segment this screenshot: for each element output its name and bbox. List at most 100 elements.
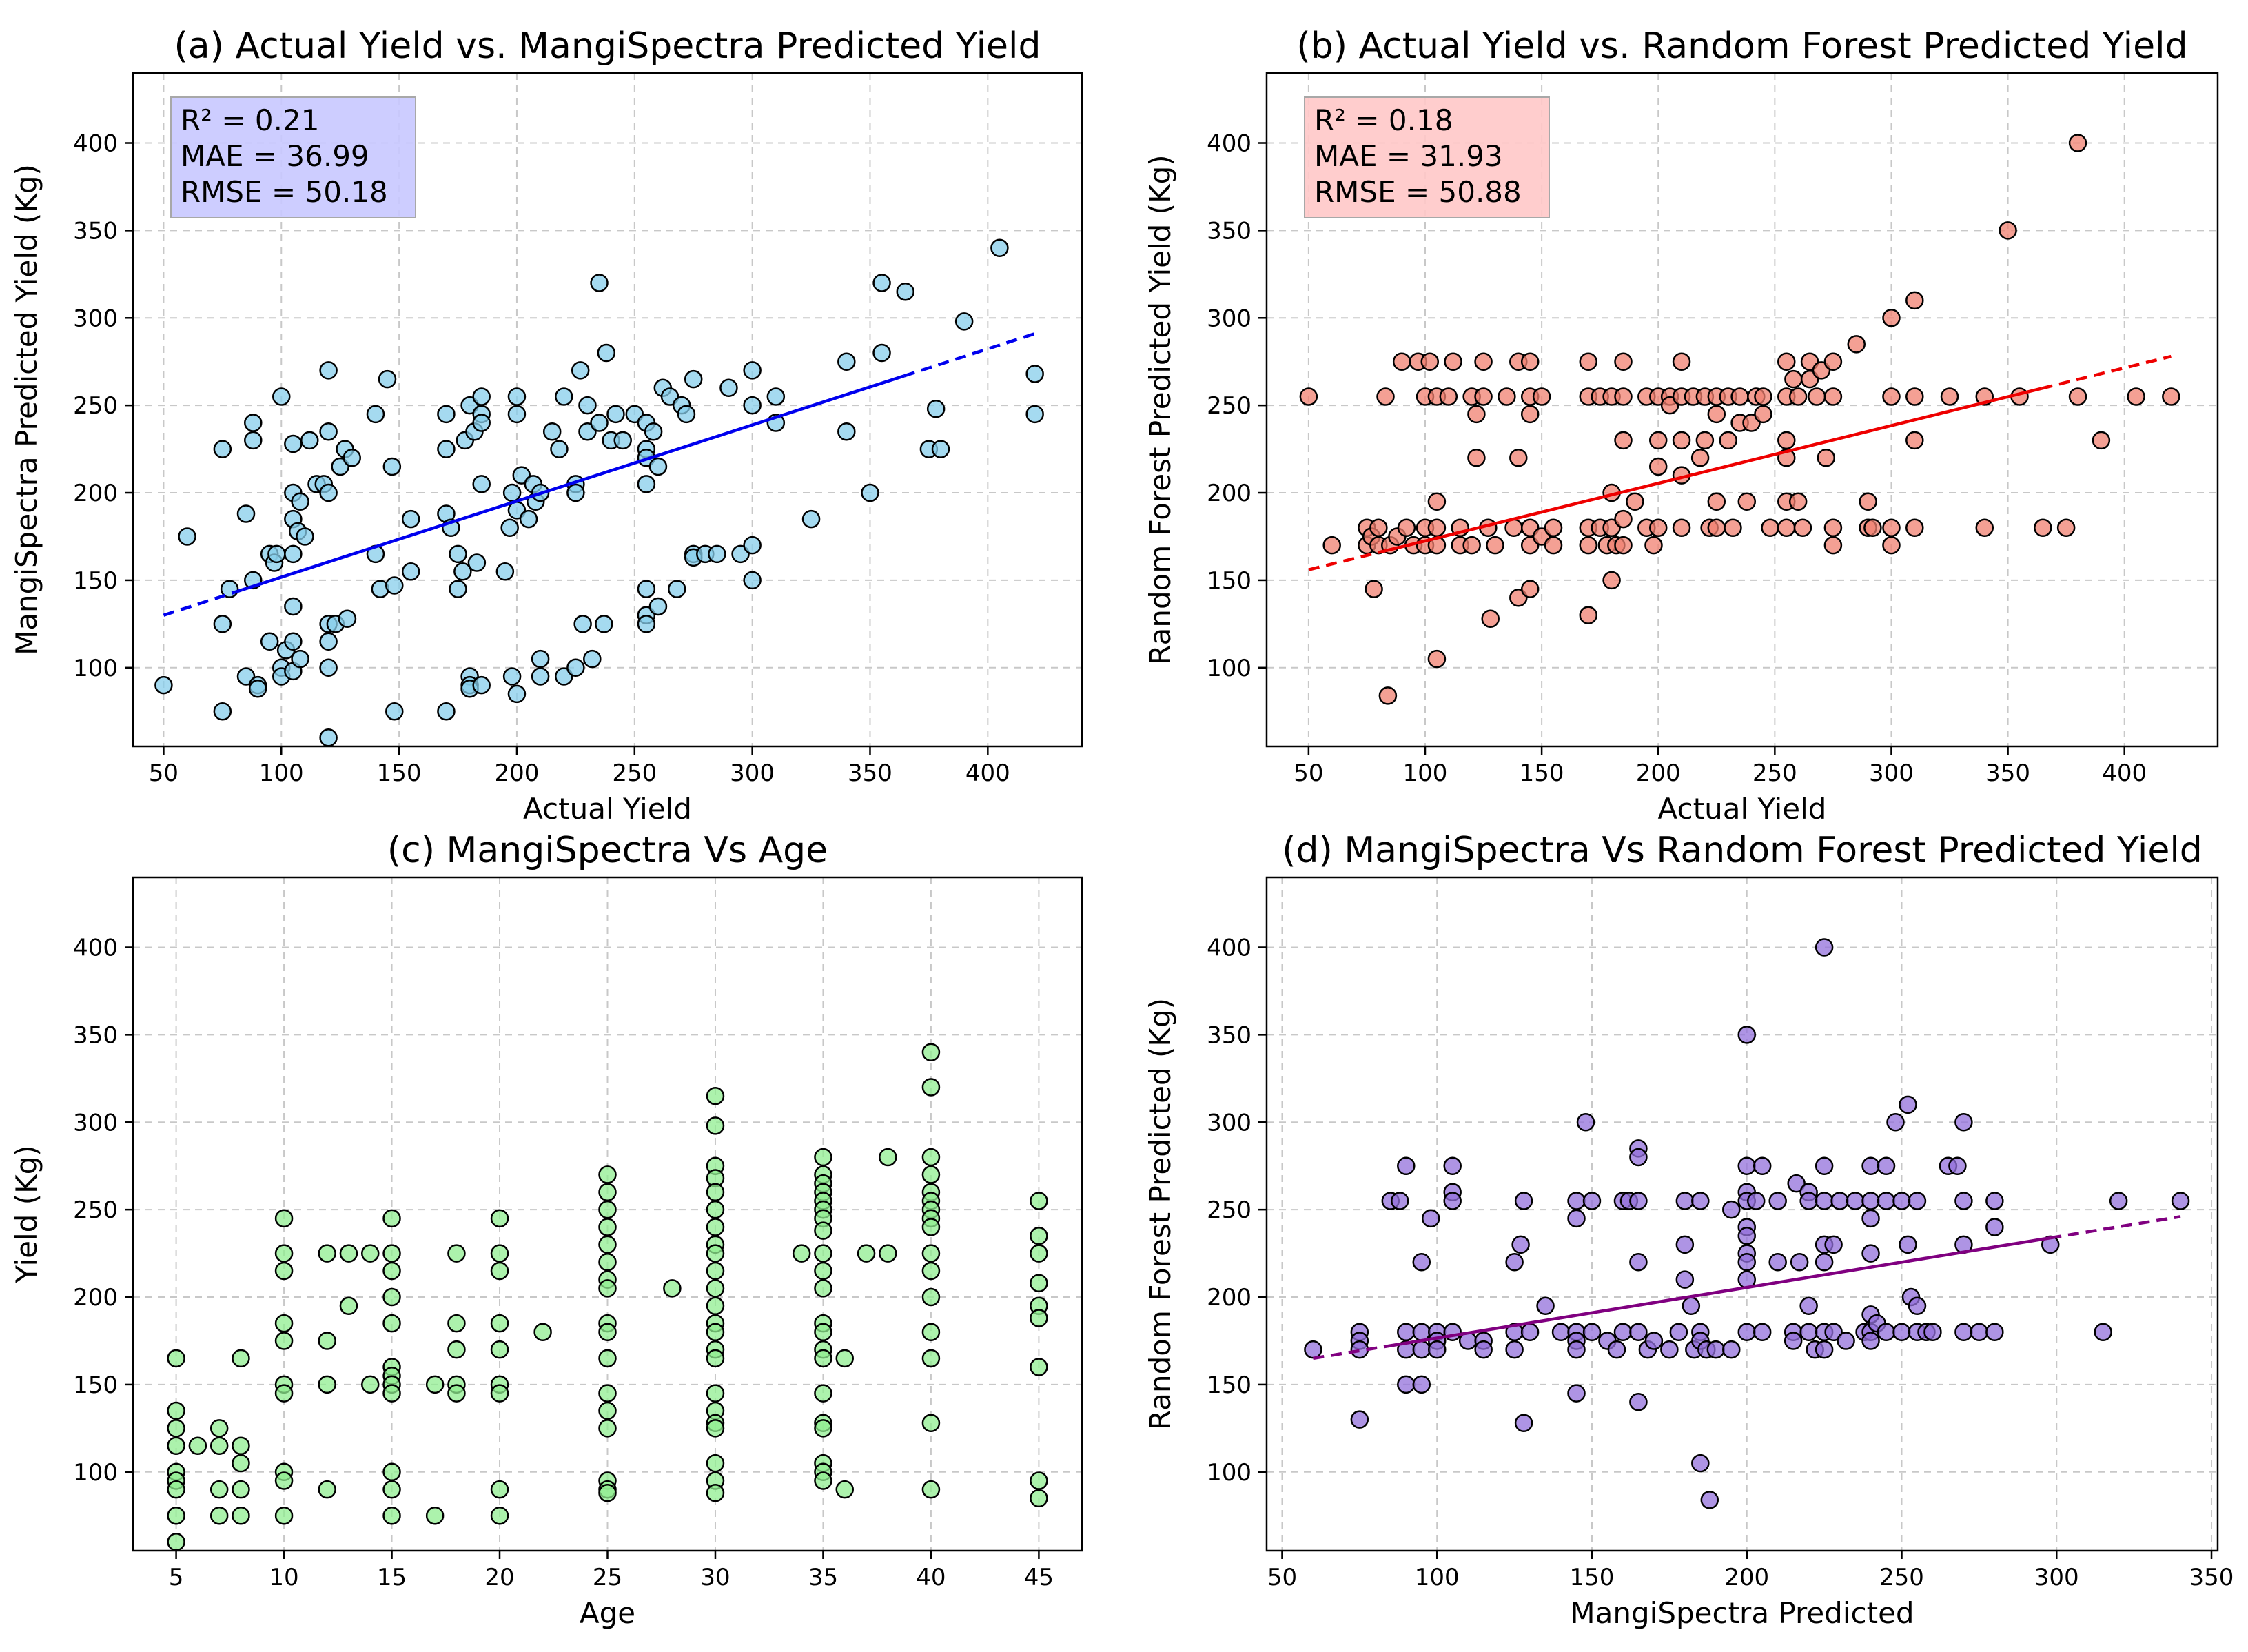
panel-b-point: [1975, 518, 1994, 538]
panel-d-xtick-label: 50: [1267, 1564, 1297, 1591]
panel-c-point: [490, 1340, 509, 1359]
panel-d: 50 100 150 200 250 300 350 100 150 200 250 300 350 40…: [1143, 830, 2234, 1630]
panel-a-ytick-label: 250: [73, 392, 118, 420]
panel-d-point: [1582, 1192, 1602, 1210]
panel-d-axes-frame: [1265, 876, 2219, 1552]
panel-c-point: [318, 1332, 336, 1350]
panel-c-point: [879, 1148, 897, 1167]
panel-d-point: [1567, 1384, 1586, 1403]
panel-a-point: [668, 580, 686, 598]
panel-c-xtick-label: 20: [484, 1564, 514, 1591]
panel-c-point: [814, 1349, 832, 1368]
panel-d-point: [1815, 1253, 1834, 1272]
panel-a-point: [743, 571, 762, 590]
panel-d-xtick-label: 350: [2189, 1564, 2234, 1591]
panel-d-point: [1629, 1323, 1648, 1342]
panel-d-point: [1511, 1235, 1530, 1254]
panel-a-xtick-label: 300: [730, 759, 775, 787]
panel-a-point: [990, 238, 1009, 258]
panel-a-point: [449, 544, 467, 564]
panel-a-point: [766, 387, 786, 406]
panel-c-point: [921, 1480, 941, 1499]
panel-c-title: (c) MangiSpectra Vs Age: [387, 830, 828, 871]
panel-a-ytick-label: 400: [73, 130, 118, 158]
panel-c-xtick-label: 35: [808, 1564, 838, 1591]
panel-d-point: [1899, 1235, 1917, 1254]
panel-b-point: [1520, 405, 1540, 424]
panel-d-point: [1815, 1156, 1834, 1175]
panel-b-point: [1509, 449, 1528, 467]
panel-d-point: [1768, 1192, 1787, 1210]
panel-b-point: [2162, 387, 2180, 406]
panel-b-xtick-label: 200: [1636, 759, 1681, 787]
panel-b-point: [1474, 387, 1493, 406]
panel-a-point: [801, 509, 821, 529]
panel-c-ylabel: Yield (Kg): [10, 1145, 43, 1283]
panel-d-point: [1505, 1253, 1524, 1272]
panel-c-ytick-label: 200: [73, 1284, 118, 1312]
panel-a-point: [502, 483, 522, 502]
panel-c-ytick-label: 100: [73, 1459, 118, 1487]
panel-d-point: [1391, 1192, 1409, 1210]
panel-b-point: [1486, 536, 1504, 555]
panel-c-point: [706, 1116, 725, 1135]
panel-b-stats-background: [1304, 96, 1550, 218]
panel-b-point: [1427, 492, 1447, 511]
panel-b-title: (b) Actual Yield vs. Random Forest Predi…: [1296, 26, 2187, 67]
panel-a-point: [236, 504, 256, 523]
panel-d-regression-solid: [1391, 1236, 2051, 1347]
panel-a-point: [1025, 405, 1044, 424]
panel-b-point: [1707, 405, 1726, 424]
panel-d-regression-line: [1313, 1215, 2181, 1360]
panel-a-stats-background: [170, 96, 416, 218]
panel-a-point: [684, 369, 703, 389]
panel-c-point: [814, 1261, 832, 1281]
panel-c-point: [598, 1183, 617, 1202]
panel-c-point: [274, 1209, 294, 1228]
panel-c-xtick-label: 25: [593, 1564, 622, 1591]
panel-a-point: [319, 422, 338, 441]
panel-c-point: [598, 1349, 617, 1368]
panel-d-point: [1899, 1095, 1917, 1114]
panel-d-point: [1877, 1156, 1896, 1175]
panel-c-point: [232, 1480, 250, 1499]
panel-b-point: [1462, 536, 1481, 555]
panel-c-point: [921, 1218, 941, 1236]
panel-d-xtick-label: 300: [2034, 1564, 2079, 1591]
panel-b-point: [1427, 518, 1447, 538]
panel-a-point: [637, 475, 656, 493]
panel-c-point: [706, 1244, 725, 1263]
panel-d-point: [1691, 1192, 1710, 1210]
panel-a-point: [590, 274, 609, 292]
panel-b-point: [1672, 352, 1691, 371]
panel-d-point: [1514, 1192, 1533, 1210]
panel-d-point: [1985, 1192, 2004, 1210]
panel-c-point: [921, 1165, 941, 1184]
panel-b-point: [1730, 387, 1749, 406]
panel-d-point: [1412, 1340, 1431, 1359]
panel-b-point: [1626, 492, 1644, 511]
panel-b-xtick-label: 150: [1520, 759, 1564, 787]
panel-a-point: [648, 597, 668, 616]
panel-d-point: [1514, 1414, 1533, 1433]
panel-a-point: [154, 675, 173, 695]
panel-d-point: [1505, 1340, 1524, 1359]
panel-d-point: [1412, 1253, 1431, 1272]
panel-c-point: [274, 1314, 294, 1333]
panel-c-point: [447, 1340, 466, 1359]
panel-a-point: [244, 414, 263, 432]
panel-c-point: [274, 1384, 294, 1403]
panel-d-point: [1629, 1253, 1648, 1272]
panel-d-point: [1737, 1253, 1756, 1272]
panel-b-point: [1905, 518, 1924, 538]
panel-c-point: [1030, 1274, 1048, 1292]
panel-d-point: [1397, 1375, 1416, 1394]
panel-a-point: [531, 667, 550, 686]
panel-d-point: [1443, 1156, 1462, 1175]
panel-c-point: [447, 1314, 466, 1333]
panel-c-point: [382, 1480, 401, 1499]
panel-d-point: [1787, 1174, 1806, 1193]
panel-c-point: [167, 1480, 185, 1499]
panel-d-point: [1768, 1253, 1787, 1272]
panel-a-point: [385, 576, 404, 595]
